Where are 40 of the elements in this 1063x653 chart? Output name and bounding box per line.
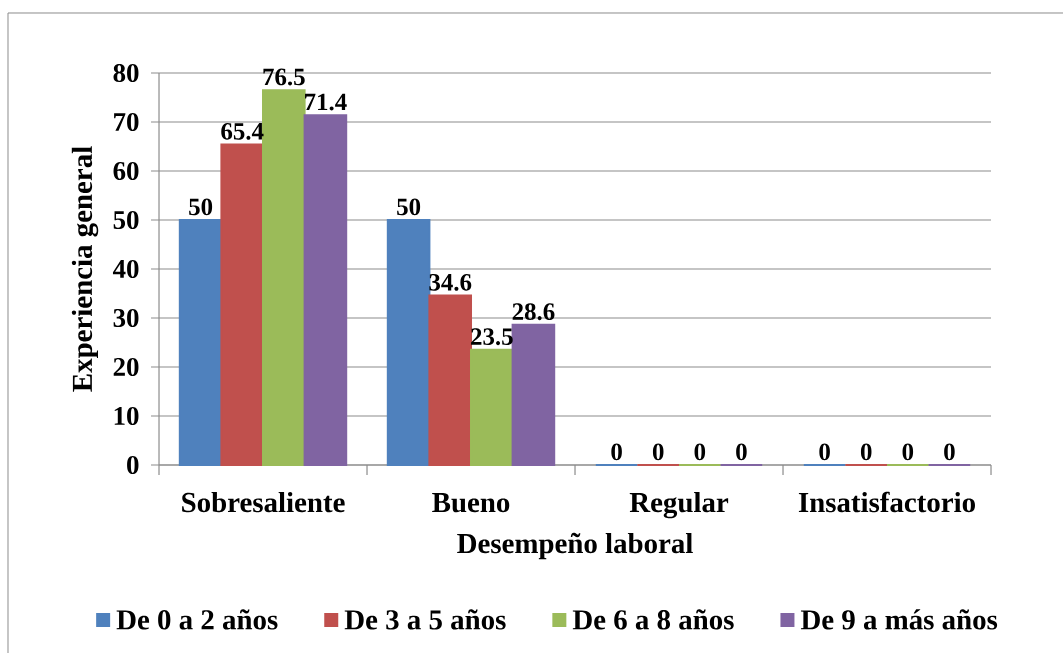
data-label: 28.6 [512,303,555,321]
data-label: 71.4 [305,93,347,111]
data-label: 0 [944,443,955,461]
legend-label: De 3 a 5 años [344,609,506,630]
y-tick-label: 30 [113,308,139,328]
x-tick-label: Sobresaliente [182,491,345,513]
x-tick-label: Regular [629,491,729,519]
y-tick-label: 50 [113,210,139,230]
x-axis-title: Desempeño laboral [457,532,693,560]
data-label: 0 [611,443,622,461]
data-label: 0 [736,443,747,461]
data-label: 0 [819,443,830,461]
y-tick-label: 10 [114,406,139,426]
data-label: 0 [902,443,914,461]
legend-label: De 6 a 8 años [572,609,734,630]
data-label: 50 [397,198,421,216]
y-tick-label: 60 [113,161,139,181]
data-label: 76.5 [263,68,305,86]
data-label: 0 [860,443,872,461]
data-label: 0 [694,443,706,461]
y-axis-title: Experiencia general [71,146,99,392]
bar [470,348,514,466]
bar [262,89,306,466]
y-tick-label: 0 [127,455,139,475]
y-tick-label: 40 [112,259,139,279]
y-tick-label: 70 [114,112,139,132]
bar [428,294,473,466]
bar [386,218,431,466]
bar [511,323,556,466]
x-tick-label: Insatisfactorio [798,491,975,513]
x-tick-label: Bueno [432,493,510,513]
y-tick-label: 80 [113,63,139,83]
bar [220,143,265,466]
legend-label: De 9 a más años [800,609,998,630]
bar [303,114,348,466]
data-label: 0 [652,443,664,461]
bar [178,218,223,466]
y-tick-label: 20 [113,357,139,377]
legend-label: De 0 a 2 años [116,609,278,630]
data-label: 50 [189,198,213,216]
